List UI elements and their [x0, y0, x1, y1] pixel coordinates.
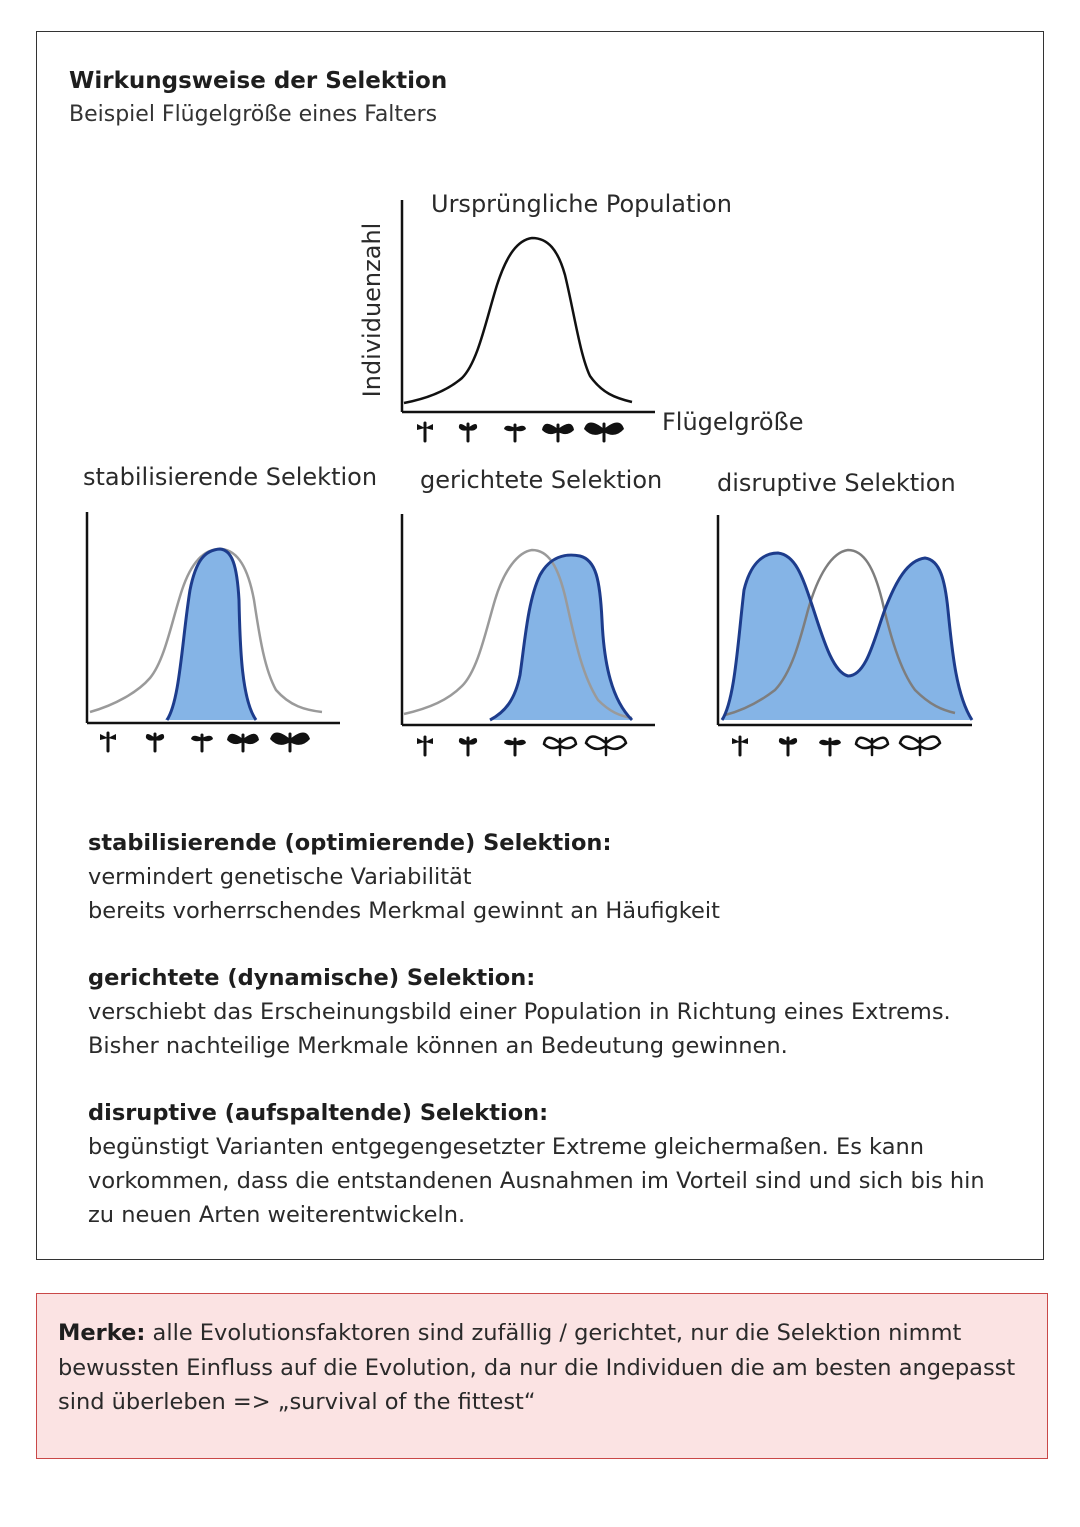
merke-text: Merke: alle Evolutionsfaktoren sind zufä…	[58, 1316, 1018, 1420]
directional-selected-area	[490, 555, 632, 720]
page-title: Wirkungsweise der Selektion	[69, 68, 448, 94]
section-directional: gerichtete (dynamische) Selektion: versc…	[88, 961, 1008, 1063]
directional-selection-chart	[400, 514, 655, 757]
stabilizing-selected-curve	[165, 547, 258, 721]
moth-size-2-icon	[457, 422, 479, 443]
content-frame	[36, 31, 1044, 1260]
panel-label-stabilizing: stabilisierende Selektion	[83, 463, 378, 491]
stabilizing-selected-area	[165, 549, 256, 720]
moth-size-1-icon	[415, 421, 435, 443]
panel-label-directional: gerichtete Selektion	[420, 466, 663, 494]
merke-box: Merke: alle Evolutionsfaktoren sind zufä…	[36, 1293, 1048, 1459]
section-line: vermindert genetische Variabilität	[88, 864, 472, 890]
section-disruptive: disruptive (aufspaltende) Selektion: beg…	[88, 1096, 1008, 1232]
section-line: verschiebt das Erscheinungsbild einer Po…	[88, 999, 951, 1025]
section-line: bereits vorherrschendes Merkmal gewinnt …	[88, 898, 720, 924]
original-distribution-curve	[403, 236, 633, 405]
original-population-label: Ursprüngliche Population	[431, 190, 732, 218]
section-line: zu neuen Arten weiterentwickeln.	[88, 1202, 466, 1228]
stabilizing-selection-chart	[85, 512, 340, 753]
section-line: begünstigt Varianten entgegengesetzter E…	[88, 1134, 925, 1160]
page-subtitle: Beispiel Flügelgröße eines Falters	[69, 102, 438, 127]
disruptive-selection-chart	[716, 515, 974, 757]
section-heading: gerichtete (dynamische) Selektion:	[88, 965, 536, 991]
directional-selected-curve	[489, 553, 634, 722]
merke-label: Merke:	[58, 1320, 146, 1346]
moth-size-4-icon	[540, 422, 576, 443]
disruptive-original-curve	[724, 548, 956, 717]
directional-original-curve	[403, 548, 633, 720]
original-population-chart	[400, 200, 655, 443]
section-line: Bisher nachteilige Merkmale können an Be…	[88, 1033, 788, 1059]
selection-diagram	[85, 200, 974, 757]
section-stabilizing: stabilisierende (optimierende) Selektion…	[88, 826, 1008, 928]
disruptive-selected-area	[722, 553, 972, 720]
moth-size-5-icon	[582, 421, 626, 443]
merke-body: alle Evolutionsfaktoren sind zufällig / …	[58, 1320, 1016, 1415]
section-heading: disruptive (aufspaltende) Selektion:	[88, 1100, 549, 1126]
section-line: vorkommen, dass die entstandenen Ausnahm…	[88, 1168, 985, 1194]
section-heading: stabilisierende (optimierende) Selektion…	[88, 830, 612, 856]
panel-label-disruptive: disruptive Selektion	[717, 469, 956, 497]
moth-size-3-icon	[502, 423, 528, 443]
x-axis-label: Flügelgröße	[662, 408, 804, 436]
disruptive-selected-curve	[720, 551, 974, 721]
